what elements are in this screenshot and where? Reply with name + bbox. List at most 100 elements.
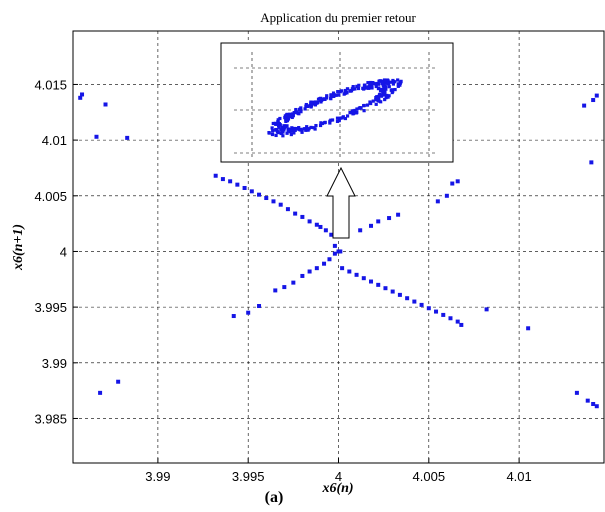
inset-point (297, 112, 301, 116)
data-point (354, 272, 359, 277)
data-point (591, 98, 596, 103)
inset-point (279, 128, 283, 132)
x-tick-label: 4.01 (506, 469, 531, 484)
inset-point (302, 127, 307, 131)
inset-point (374, 84, 378, 89)
data-point (383, 286, 388, 291)
data-point (594, 93, 599, 98)
inset-point (325, 96, 329, 100)
data-point (327, 257, 332, 262)
inset-point (381, 79, 385, 83)
inset-point (290, 129, 294, 133)
inset-point (379, 88, 383, 92)
inset-point (335, 119, 340, 123)
inset-point (391, 82, 395, 86)
inset-point (371, 81, 375, 86)
data-point (405, 296, 410, 301)
data-point (387, 216, 392, 221)
inset-point (288, 130, 292, 134)
zoom-inset (220, 42, 454, 163)
data-point (574, 390, 579, 395)
inset-point (314, 123, 318, 128)
inset-point (329, 93, 333, 97)
data-point (369, 223, 374, 228)
inset-point (351, 86, 355, 90)
data-point (264, 196, 269, 201)
inset-point (374, 102, 378, 106)
inset-point (371, 99, 375, 103)
inset-point (376, 82, 381, 86)
data-point (390, 289, 395, 294)
inset-point (289, 132, 293, 137)
data-point (291, 280, 296, 285)
inset-point (340, 116, 344, 120)
data-point (273, 288, 278, 293)
data-point (80, 92, 85, 97)
x-tick-label: 4.005 (413, 469, 446, 484)
inset-point (374, 98, 378, 102)
data-point (314, 266, 319, 271)
inset-point (281, 134, 285, 138)
data-point (318, 224, 323, 229)
inset-point (331, 91, 336, 95)
inset-point (278, 116, 282, 121)
inset-point (337, 119, 341, 123)
inset-point (377, 93, 381, 97)
inset-point (387, 85, 391, 89)
inset-point (389, 80, 393, 84)
inset-point (290, 115, 294, 120)
inset-point (311, 102, 315, 106)
inset-point (364, 86, 369, 90)
data-point (103, 102, 108, 107)
inset-point (337, 93, 341, 97)
inset-point (335, 116, 340, 120)
inset-point (382, 86, 387, 91)
inset-point (382, 92, 387, 97)
inset-point (352, 111, 356, 115)
inset-point (280, 125, 284, 130)
inset-point (374, 95, 378, 100)
inset-point (292, 126, 297, 131)
inset-point (396, 83, 400, 87)
panel-label: (a) (265, 489, 284, 506)
inset-point (329, 96, 333, 100)
inset-point (292, 131, 296, 135)
inset-point (322, 97, 326, 101)
inset-point (271, 121, 275, 126)
inset-point (271, 129, 275, 133)
x-tick-label: 4 (335, 469, 342, 484)
inset-point (306, 127, 310, 132)
data-point (285, 207, 290, 212)
inset-point (356, 86, 361, 91)
data-point (484, 307, 489, 312)
inset-point (391, 78, 395, 83)
inset-point (274, 127, 278, 132)
data-point (450, 181, 455, 186)
inset-point (315, 100, 320, 105)
inset-point (267, 131, 271, 135)
inset-point (330, 118, 335, 122)
inset-point (383, 97, 387, 102)
inset-point (276, 118, 280, 122)
data-point (257, 304, 262, 309)
data-point (307, 219, 312, 224)
data-point (358, 228, 363, 233)
data-point (116, 379, 121, 384)
y-tick-labels: 3.985 3.99 3.995 4 4.005 4.01 4.015 (34, 77, 67, 426)
data-point (278, 202, 283, 207)
inset-point (377, 86, 381, 90)
inset-point (355, 110, 359, 114)
inset-point (357, 106, 361, 110)
inset-point (299, 110, 303, 114)
inset-point (291, 112, 295, 116)
inset-point (283, 125, 287, 129)
data-point (329, 232, 334, 237)
data-point (361, 276, 366, 281)
inset-point (274, 133, 278, 138)
inset-point (368, 82, 372, 86)
y-tick-label: 4.015 (34, 77, 67, 92)
inset-point (389, 88, 393, 92)
inset-point (331, 94, 336, 98)
y-tick-label: 4.005 (34, 189, 67, 204)
data-point (582, 103, 587, 108)
